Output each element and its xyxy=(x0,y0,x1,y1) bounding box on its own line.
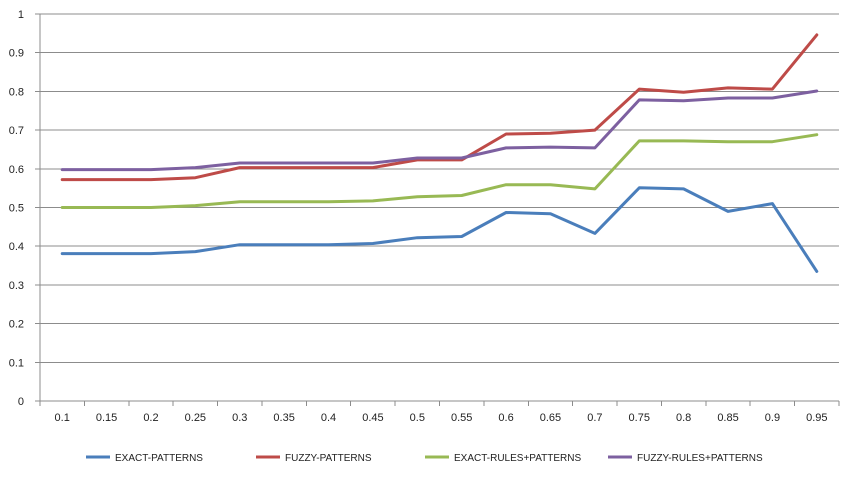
x-tick-label: 0.7 xyxy=(587,412,602,424)
y-tick-label: 0.9 xyxy=(9,48,24,60)
series-line-1 xyxy=(60,33,819,182)
x-tick-label: 0.35 xyxy=(273,412,294,424)
x-tick-label: 0.2 xyxy=(143,412,158,424)
y-tick-label: 1 xyxy=(18,9,24,21)
x-tick-label: 0.95 xyxy=(806,412,827,424)
y-axis-ticks: 0 0.1 0.2 0.3 0.4 0.5 0.6 0.7 0.8 0.9 1 xyxy=(9,9,40,408)
y-tick-label: 0.8 xyxy=(9,86,24,98)
legend-label: EXACT-PATTERNS xyxy=(115,453,203,464)
gridlines xyxy=(40,13,839,363)
x-tick-label: 0.5 xyxy=(410,412,425,424)
x-tick-label: 0.4 xyxy=(321,412,336,424)
y-tick-label: 0.1 xyxy=(9,357,24,369)
y-tick-label: 0.4 xyxy=(9,241,24,253)
x-tick-label: 0.45 xyxy=(362,412,383,424)
y-tick-label: 0.6 xyxy=(9,164,24,176)
x-tick-label: 0.6 xyxy=(498,412,513,424)
y-tick-label: 0.2 xyxy=(9,319,24,331)
x-tick-label: 0.65 xyxy=(540,412,561,424)
x-axis-ticks: 0.1 0.15 0.2 0.25 0.3 0.35 0.4 0.45 0.5 0.55 0.6 0.… xyxy=(39,401,840,424)
x-tick-label: 0.25 xyxy=(185,412,206,424)
y-tick-label: 0.3 xyxy=(9,280,24,292)
x-tick-label: 0.1 xyxy=(55,412,70,424)
x-tick-label: 0.9 xyxy=(765,412,780,424)
x-tick-label: 0.15 xyxy=(96,412,117,424)
y-tick-label: 0.7 xyxy=(9,125,24,137)
series-line-3 xyxy=(60,89,819,172)
legend-label: FUZZY-RULES+PATTERNS xyxy=(637,453,763,464)
legend-label: EXACT-RULES+PATTERNS xyxy=(454,453,581,464)
x-tick-label: 0.85 xyxy=(717,412,738,424)
y-tick-label: 0 xyxy=(18,396,24,408)
x-tick-label: 0.75 xyxy=(629,412,650,424)
y-tick-label: 0.5 xyxy=(9,203,24,215)
x-tick-label: 0.55 xyxy=(451,412,472,424)
legend-label: FUZZY-PATTERNS xyxy=(285,453,372,464)
x-tick-label: 0.3 xyxy=(232,412,247,424)
legend: EXACT-PATTERNS FUZZY-PATTERNS EXACT-RULES+… xyxy=(86,453,763,464)
series-line-0 xyxy=(60,186,819,273)
series-line-2 xyxy=(60,133,819,209)
series-lines xyxy=(60,33,819,273)
x-tick-label: 0.8 xyxy=(676,412,691,424)
